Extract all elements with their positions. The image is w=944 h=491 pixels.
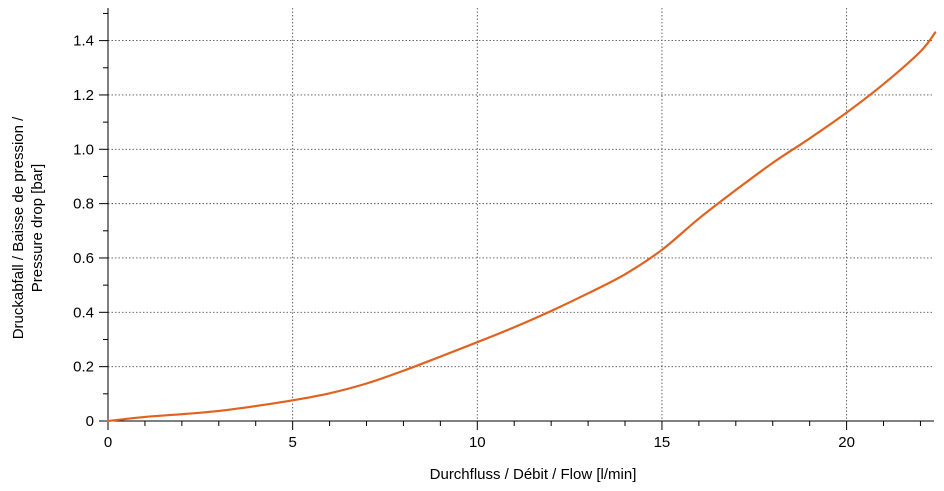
y-tick-label: 1.0 (73, 141, 94, 158)
y-tick-label: 0.6 (73, 250, 94, 267)
y-tick-label: 0.2 (73, 359, 94, 376)
axes (99, 8, 934, 430)
y-tick-label: 0.4 (73, 304, 94, 321)
y-tick-label: 0.8 (73, 196, 94, 213)
y-axis-title-line-1: Druckabfall / Baisse de pression / (10, 116, 27, 339)
y-axis-title-line-2: Pressure drop [bar] (29, 164, 46, 292)
x-tick-label: 20 (838, 434, 855, 451)
x-tick-label: 0 (104, 434, 112, 451)
pressure-drop-line (106, 31, 937, 423)
grid (108, 8, 934, 421)
y-tick-label: 1.4 (73, 33, 94, 50)
series-layer (106, 31, 937, 423)
x-tick-label: 15 (654, 434, 671, 451)
x-tick-label: 5 (288, 434, 296, 451)
x-tick-label: 10 (469, 434, 486, 451)
y-tick-label: 0 (86, 413, 94, 430)
x-axis-title: Durchfluss / Débit / Flow [l/min] (430, 466, 637, 483)
y-tick-label: 1.2 (73, 87, 94, 104)
tick-labels: 0 5 10 15 20 0 0.2 0.4 0.6 0.8 1.0 1.2 1.4 (73, 33, 855, 451)
y-axis-title: Druckabfall / Baisse de pression / Press… (10, 116, 46, 339)
